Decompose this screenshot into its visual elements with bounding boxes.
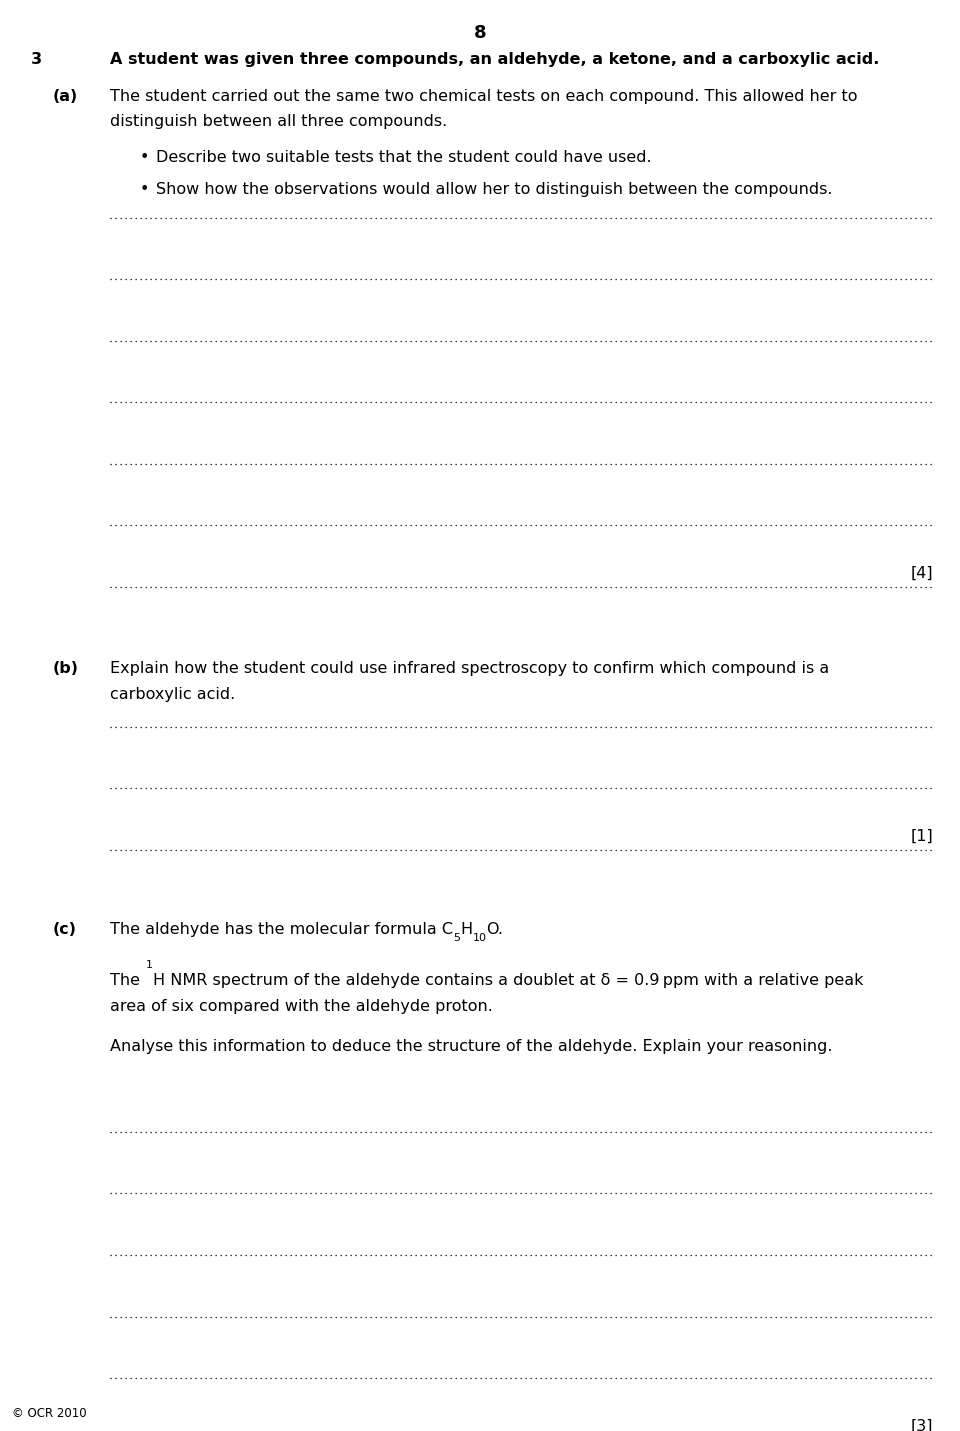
Text: 3: 3 bbox=[31, 52, 42, 66]
Text: 8: 8 bbox=[473, 24, 487, 43]
Text: •: • bbox=[139, 182, 149, 196]
Text: © OCR 2010: © OCR 2010 bbox=[12, 1407, 86, 1420]
Text: Analyse this information to deduce the structure of the aldehyde. Explain your r: Analyse this information to deduce the s… bbox=[110, 1039, 833, 1053]
Text: [3]: [3] bbox=[911, 1420, 933, 1431]
Text: H NMR spectrum of the aldehyde contains a doublet at δ = 0.9 ppm with a relative: H NMR spectrum of the aldehyde contains … bbox=[153, 973, 863, 987]
Text: carboxylic acid.: carboxylic acid. bbox=[110, 687, 235, 701]
Text: 10: 10 bbox=[472, 933, 487, 943]
Text: The: The bbox=[110, 973, 146, 987]
Text: •: • bbox=[139, 150, 149, 165]
Text: 1: 1 bbox=[146, 960, 153, 970]
Text: H: H bbox=[461, 922, 472, 936]
Text: The aldehyde has the molecular formula C: The aldehyde has the molecular formula C bbox=[110, 922, 453, 936]
Text: [1]: [1] bbox=[910, 830, 933, 844]
Text: The student carried out the same two chemical tests on each compound. This allow: The student carried out the same two che… bbox=[110, 89, 858, 103]
Text: Show how the observations would allow her to distinguish between the compounds.: Show how the observations would allow he… bbox=[156, 182, 832, 196]
Text: Describe two suitable tests that the student could have used.: Describe two suitable tests that the stu… bbox=[156, 150, 651, 165]
Text: 5: 5 bbox=[453, 933, 461, 943]
Text: A student was given three compounds, an aldehyde, a ketone, and a carboxylic aci: A student was given three compounds, an … bbox=[110, 52, 879, 66]
Text: area of six compared with the aldehyde proton.: area of six compared with the aldehyde p… bbox=[110, 999, 493, 1013]
Text: (a): (a) bbox=[53, 89, 78, 103]
Text: (b): (b) bbox=[53, 661, 79, 675]
Text: (c): (c) bbox=[53, 922, 77, 936]
Text: Explain how the student could use infrared spectroscopy to confirm which compoun: Explain how the student could use infrar… bbox=[110, 661, 829, 675]
Text: [4]: [4] bbox=[910, 567, 933, 581]
Text: O.: O. bbox=[487, 922, 504, 936]
Text: distinguish between all three compounds.: distinguish between all three compounds. bbox=[110, 114, 447, 129]
